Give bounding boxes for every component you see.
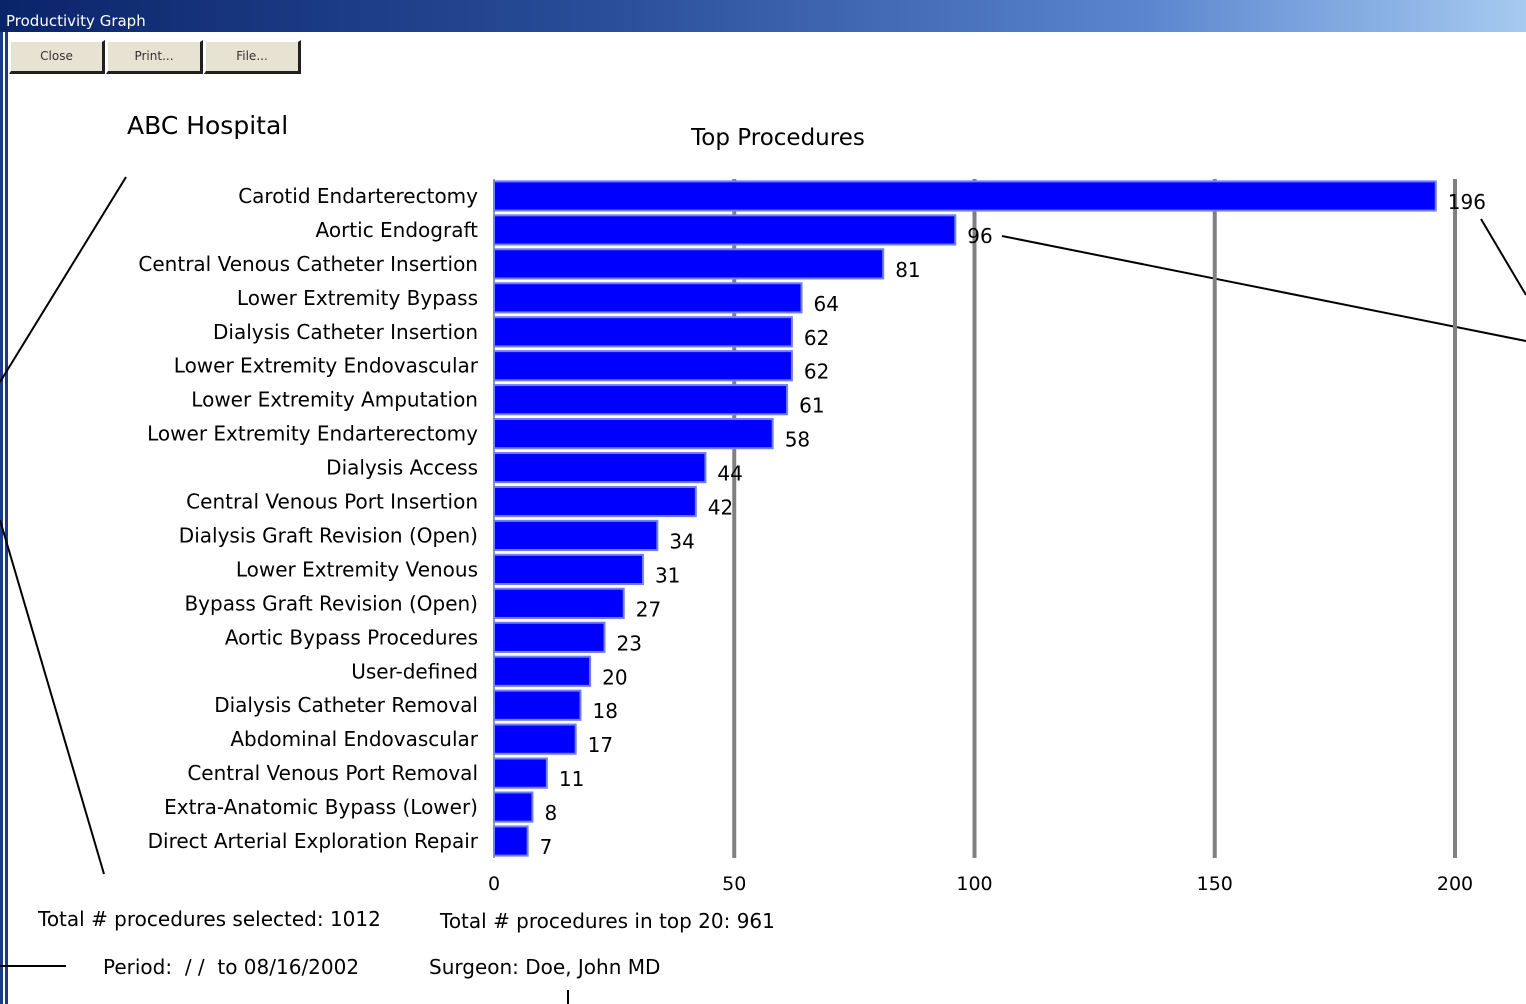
x-tick-label: 0 — [488, 873, 500, 895]
bar — [493, 519, 659, 552]
bar — [493, 418, 774, 450]
annotation-line — [0, 176, 127, 383]
total-procedures-selected: Total # procedures selected: 1012 — [38, 907, 381, 931]
bar — [493, 791, 534, 823]
category-label: User-defined — [351, 659, 478, 683]
category-label: Central Venous Port Insertion — [186, 490, 478, 514]
value-label: 11 — [559, 767, 584, 791]
value-label: 44 — [717, 462, 742, 486]
value-label: 58 — [785, 428, 810, 452]
bar — [493, 723, 577, 755]
file-button[interactable]: File... — [204, 40, 301, 74]
bar — [493, 384, 789, 416]
value-label: 61 — [799, 394, 824, 418]
bar — [493, 214, 957, 246]
value-label: 96 — [967, 224, 992, 248]
category-label: Central Venous Port Removal — [187, 761, 478, 785]
bar — [493, 621, 606, 653]
bar — [493, 587, 625, 619]
bar — [493, 553, 644, 586]
value-label: 7 — [540, 835, 553, 859]
x-tick-label: 150 — [1197, 873, 1233, 895]
category-label: Extra-Anatomic Bypass (Lower) — [164, 795, 478, 819]
bar — [493, 757, 548, 789]
annotation-line — [0, 519, 105, 875]
title-bar: Productivity Graph — [0, 0, 1526, 32]
bar — [493, 655, 592, 687]
hospital-name: ABC Hospital — [127, 111, 289, 140]
bar — [493, 248, 885, 280]
value-label: 81 — [895, 258, 920, 282]
value-label: 23 — [617, 631, 642, 655]
category-label: Dialysis Access — [326, 456, 478, 480]
category-label: Lower Extremity Endovascular — [174, 354, 479, 378]
value-label: 31 — [655, 563, 680, 587]
bar — [493, 282, 803, 314]
value-label: 196 — [1448, 190, 1486, 214]
bar — [493, 451, 707, 484]
bar — [493, 689, 582, 721]
value-label: 62 — [804, 326, 829, 350]
value-label: 64 — [814, 292, 839, 316]
category-label: Bypass Graft Revision (Open) — [184, 591, 478, 615]
period-range: Period: / / to 08/16/2002 — [103, 955, 360, 979]
bar — [493, 350, 793, 382]
value-label: 17 — [588, 733, 613, 757]
category-label: Lower Extremity Endarterectomy — [147, 422, 478, 446]
category-label: Direct Arterial Exploration Repair — [148, 829, 479, 853]
value-label: 62 — [804, 360, 829, 384]
x-tick-label: 200 — [1437, 873, 1473, 895]
window-frame-left — [0, 32, 8, 1004]
surgeon-name: Surgeon: Doe, John MD — [429, 955, 661, 979]
total-procedures-top20: Total # procedures in top 20: 961 — [440, 909, 775, 933]
category-label: Abdominal Endovascular — [230, 727, 478, 751]
category-label: Lower Extremity Venous — [236, 557, 478, 581]
x-tick-label: 50 — [722, 873, 746, 895]
category-label: Dialysis Graft Revision (Open) — [179, 523, 478, 547]
chart-title: Top Procedures — [690, 125, 865, 151]
category-label: Lower Extremity Bypass — [237, 286, 478, 310]
category-label: Central Venous Catheter Insertion — [138, 252, 478, 276]
value-label: 42 — [708, 496, 733, 520]
annotation-line — [1480, 218, 1526, 296]
bar — [493, 485, 697, 518]
close-button[interactable]: Close — [9, 40, 105, 74]
category-label: Dialysis Catheter Removal — [214, 693, 478, 717]
value-label: 20 — [602, 665, 627, 689]
value-label: 34 — [669, 529, 694, 553]
value-label: 27 — [636, 597, 661, 621]
category-label: Dialysis Catheter Insertion — [213, 320, 478, 344]
x-tick-label: 100 — [956, 873, 992, 895]
bar — [493, 180, 1437, 212]
print-button[interactable]: Print... — [106, 40, 203, 74]
category-label: Aortic Bypass Procedures — [225, 625, 478, 649]
annotation-line — [1001, 235, 1526, 342]
category-label: Aortic Endograft — [316, 218, 479, 242]
annotation-lines — [0, 176, 1526, 1004]
bar — [493, 825, 529, 857]
value-label: 18 — [592, 699, 617, 723]
bar — [493, 316, 793, 348]
category-label: Lower Extremity Amputation — [191, 388, 478, 412]
window-title: Productivity Graph — [6, 12, 146, 30]
category-label: Carotid Endarterectomy — [238, 184, 478, 208]
value-label: 8 — [544, 801, 557, 825]
